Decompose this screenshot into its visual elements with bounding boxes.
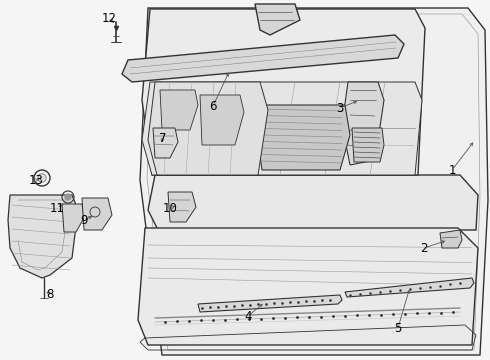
Polygon shape	[142, 9, 425, 175]
Text: 12: 12	[101, 12, 117, 24]
Text: 7: 7	[159, 131, 167, 144]
Polygon shape	[168, 192, 196, 222]
Polygon shape	[255, 4, 300, 35]
Polygon shape	[258, 105, 350, 170]
Circle shape	[39, 175, 45, 181]
Polygon shape	[198, 295, 342, 312]
Polygon shape	[140, 8, 488, 355]
Polygon shape	[82, 198, 112, 230]
Polygon shape	[62, 204, 84, 232]
Text: 9: 9	[80, 213, 88, 226]
Text: 13: 13	[28, 174, 44, 186]
Text: 10: 10	[163, 202, 177, 215]
Polygon shape	[345, 278, 474, 297]
Text: 2: 2	[420, 242, 428, 255]
Text: 11: 11	[49, 202, 65, 215]
Polygon shape	[142, 82, 422, 175]
Circle shape	[65, 194, 71, 200]
Text: 8: 8	[47, 288, 54, 301]
Polygon shape	[342, 82, 384, 165]
Polygon shape	[122, 35, 404, 82]
Polygon shape	[160, 90, 198, 130]
Text: 1: 1	[448, 163, 456, 176]
Polygon shape	[440, 230, 462, 248]
Text: 6: 6	[209, 99, 217, 113]
Text: 3: 3	[336, 102, 343, 114]
Polygon shape	[158, 118, 260, 174]
Text: 4: 4	[244, 310, 252, 323]
Polygon shape	[352, 128, 384, 162]
Polygon shape	[200, 95, 244, 145]
Polygon shape	[8, 195, 78, 278]
Polygon shape	[138, 228, 478, 345]
Polygon shape	[148, 82, 268, 175]
Polygon shape	[148, 175, 478, 230]
Polygon shape	[153, 128, 178, 158]
Text: 5: 5	[394, 321, 402, 334]
Circle shape	[38, 174, 46, 182]
